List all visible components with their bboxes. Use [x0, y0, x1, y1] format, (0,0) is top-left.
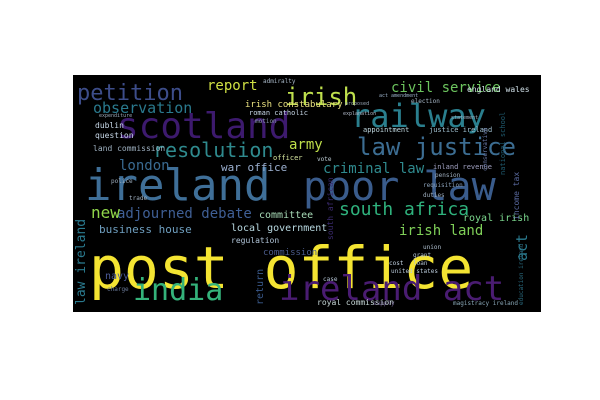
word-civil-service: civil service [391, 80, 501, 96]
word-income-tax: income tax [512, 172, 521, 220]
word-charge: charge [107, 286, 129, 293]
word-observation: observation [93, 99, 192, 117]
word-trade: trade [129, 195, 147, 202]
word-business-house: business house [99, 223, 192, 236]
word-inland-revenue: inland revenue [433, 163, 492, 171]
word-national-school: national school [499, 112, 507, 175]
word-act-amendment: act amendment [379, 93, 418, 99]
word-act: act [513, 234, 531, 261]
word-land-commission: land commission [93, 144, 165, 153]
word-irish-land: irish land [399, 223, 483, 239]
word-appointment: appointment [363, 126, 409, 134]
word-royal-commission: royal commission [317, 298, 394, 307]
word-war-office: war office [221, 161, 287, 174]
word-navy: navy [105, 271, 129, 282]
word-police: police [111, 178, 133, 185]
word-commission: commission [263, 248, 317, 258]
word-post-office: post office [89, 234, 473, 302]
word-pension: pension [435, 172, 461, 179]
word-explanation: explanation [343, 111, 376, 117]
word-ireland: ireland [85, 160, 270, 211]
word-poor-law: poor law [303, 164, 497, 210]
word-scotland: scotland [117, 106, 290, 147]
word-election: election [411, 98, 440, 105]
word-return: return [255, 269, 266, 305]
word-england-wales: england wales [467, 85, 530, 94]
word-south-africa: south africa [339, 199, 469, 220]
word-roman-catholic: roman catholic [249, 109, 308, 117]
word-cost: cost [389, 260, 404, 267]
word-new: new [91, 203, 120, 222]
word-magistracy-ireland: magistracy ireland [453, 300, 518, 307]
word-proposed: proposed [345, 101, 369, 107]
word-supply: supply [373, 300, 395, 307]
word-law-justice: law justice [357, 133, 516, 161]
word-dublin: dublin [95, 121, 124, 130]
word-adjourned-debate: adjourned debate [117, 206, 252, 222]
word-statement: statement [451, 115, 478, 121]
word-south-african: south african [326, 177, 335, 240]
word-ireland-act: ireland act [279, 269, 504, 309]
word-expenditure: expenditure [99, 113, 132, 119]
word-admiralty: admiralty [263, 78, 296, 85]
word-cloud-canvas: post office ireland poor law scotland railwa… [74, 78, 531, 309]
word-irish: irish [285, 83, 357, 111]
word-report: report [207, 78, 258, 94]
word-army: army [289, 137, 323, 153]
word-london: london [119, 158, 170, 174]
word-motion: motion [255, 118, 277, 125]
word-grant: grant [413, 252, 431, 259]
word-cloud-panel: post office ireland poor law scotland railwa… [73, 75, 541, 312]
word-local-government: local government [231, 223, 327, 234]
word-petition: petition [77, 81, 183, 106]
word-criminal-law: criminal law [323, 161, 425, 177]
word-united-states: united states [391, 268, 438, 275]
word-vote: vote [317, 156, 332, 163]
word-loan: loan [413, 260, 428, 267]
word-officer: officer [273, 154, 303, 162]
word-duties: duties [423, 192, 445, 199]
word-committee: committee [259, 210, 313, 221]
word-india: india [133, 273, 223, 308]
word-royal-irish: royal irish [463, 213, 529, 224]
word-requisition: requisition [423, 182, 463, 189]
word-resolution: resolution [153, 138, 273, 162]
word-justice-ireland: justice ireland [429, 126, 492, 134]
word-union: union [423, 244, 441, 251]
word-law-ireland: law ireland [74, 219, 89, 305]
word-education-ireland: education ireland [518, 243, 525, 305]
word-irish-constabulary: irish constabulary [245, 100, 343, 110]
word-regulation: regulation [231, 236, 279, 245]
word-question: question [95, 131, 134, 140]
word-conservative: conservative [482, 127, 489, 171]
word-case: case [323, 276, 338, 283]
word-railway: railway [351, 97, 486, 135]
